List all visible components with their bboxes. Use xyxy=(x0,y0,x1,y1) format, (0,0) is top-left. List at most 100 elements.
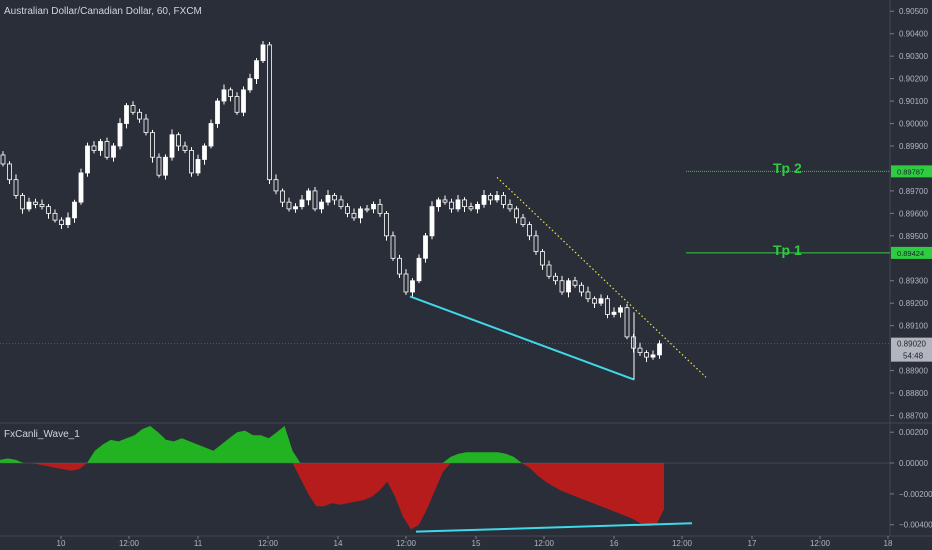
candle-body-down[interactable] xyxy=(332,195,337,201)
candle-body-up[interactable] xyxy=(371,203,376,210)
candle-body-down[interactable] xyxy=(189,150,194,174)
candle-body-up[interactable] xyxy=(293,206,298,210)
candle-body-up[interactable] xyxy=(247,78,253,91)
candle-body-down[interactable] xyxy=(403,273,409,293)
price-axis[interactable]: 0.90500 0.90400 0.90300 0.90200 0.90100 0.900… xyxy=(890,7,928,421)
candle-body-up[interactable] xyxy=(195,159,201,174)
candle-body-down[interactable] xyxy=(559,280,565,293)
candle-body-down[interactable] xyxy=(592,298,597,304)
candle-body-down[interactable] xyxy=(553,275,558,282)
candle-body-up[interactable] xyxy=(475,203,480,210)
candle-body-up[interactable] xyxy=(299,199,305,208)
candle-body-down[interactable] xyxy=(540,251,545,266)
candle-body-up[interactable] xyxy=(319,201,324,210)
candle-body-down[interactable] xyxy=(605,298,610,315)
wave-positive-area[interactable] xyxy=(0,426,664,464)
resistance-trendline[interactable] xyxy=(496,176,707,378)
candle-body-down[interactable] xyxy=(644,352,649,358)
candle-series[interactable] xyxy=(0,41,662,362)
candle-body-down[interactable] xyxy=(286,201,292,210)
candle-body-up[interactable] xyxy=(566,280,571,293)
candle-body-up[interactable] xyxy=(117,123,123,147)
candle-body-down[interactable] xyxy=(637,347,643,354)
candle-body-up[interactable] xyxy=(618,307,623,313)
candle-body-up[interactable] xyxy=(254,60,259,80)
candle-body-down[interactable] xyxy=(104,141,110,158)
candle-body-down[interactable] xyxy=(585,291,591,300)
candle-body-down[interactable] xyxy=(0,154,6,165)
candle-body-down[interactable] xyxy=(501,195,506,205)
candle-body-down[interactable] xyxy=(46,206,51,214)
candle-body-down[interactable] xyxy=(312,190,318,210)
tp1-label[interactable]: Tp 1 xyxy=(773,242,802,258)
candle-body-down[interactable] xyxy=(280,190,285,203)
candle-body-up[interactable] xyxy=(325,195,331,203)
candle-body-up[interactable] xyxy=(26,201,32,210)
candle-body-up[interactable] xyxy=(481,195,487,205)
candle-body-down[interactable] xyxy=(182,145,188,151)
candle-body-up[interactable] xyxy=(657,343,662,356)
candle-body-up[interactable] xyxy=(241,89,246,113)
candle-body-up[interactable] xyxy=(358,208,363,219)
candle-body-up[interactable] xyxy=(306,190,311,201)
wave-negative-area[interactable] xyxy=(0,463,664,530)
candle-body-up[interactable] xyxy=(65,217,71,225)
candle-body-down[interactable] xyxy=(624,307,630,338)
candle-body-down[interactable] xyxy=(345,206,350,214)
candle-body-down[interactable] xyxy=(462,199,467,208)
candle-body-up[interactable] xyxy=(436,199,441,208)
candle-body-down[interactable] xyxy=(468,206,474,210)
candle-body-down[interactable] xyxy=(338,199,344,208)
candle-body-down[interactable] xyxy=(267,44,272,181)
candle-body-down[interactable] xyxy=(13,179,19,196)
candle-body-down[interactable] xyxy=(20,195,25,210)
candle-body-down[interactable] xyxy=(507,203,513,210)
candle-body-down[interactable] xyxy=(156,156,162,176)
candle-body-up[interactable] xyxy=(455,199,461,210)
candle-body-down[interactable] xyxy=(351,212,357,219)
candle-body-down[interactable] xyxy=(533,235,539,252)
candle-body-down[interactable] xyxy=(377,203,383,214)
candle-body-down[interactable] xyxy=(390,235,396,259)
candle-body-down[interactable] xyxy=(442,199,448,203)
candle-body-down[interactable] xyxy=(579,284,584,293)
candle-body-up[interactable] xyxy=(494,195,500,201)
candle-body-down[interactable] xyxy=(449,201,454,210)
candle-body-down[interactable] xyxy=(91,145,97,151)
candle-body-down[interactable] xyxy=(59,219,64,225)
candle-body-up[interactable] xyxy=(111,145,116,158)
candle-body-down[interactable] xyxy=(234,96,240,113)
candle-body-down[interactable] xyxy=(572,280,578,286)
candle-body-up[interactable] xyxy=(221,89,227,102)
candle-body-down[interactable] xyxy=(176,134,181,147)
candle-body-down[interactable] xyxy=(150,132,155,158)
candle-body-up[interactable] xyxy=(124,105,129,124)
candle-body-up[interactable] xyxy=(98,141,103,151)
candle-body-up[interactable] xyxy=(260,44,266,62)
wave-histogram[interactable] xyxy=(0,426,890,530)
candle-body-down[interactable] xyxy=(52,212,58,221)
candle-body-down[interactable] xyxy=(488,195,493,201)
candle-body-down[interactable] xyxy=(364,208,370,211)
candle-body-up[interactable] xyxy=(208,123,214,147)
divergence-indicator-line[interactable] xyxy=(415,522,693,533)
candle-body-down[interactable] xyxy=(397,257,402,275)
candle-body-down[interactable] xyxy=(514,208,519,219)
main-pane[interactable] xyxy=(0,0,890,422)
candle-body-down[interactable] xyxy=(33,201,38,205)
candle-body-down[interactable] xyxy=(137,111,142,120)
candle-body-up[interactable] xyxy=(169,134,175,158)
candle-body-down[interactable] xyxy=(546,264,552,277)
candle-body-up[interactable] xyxy=(78,172,84,203)
candle-body-up[interactable] xyxy=(72,201,77,219)
candle-body-up[interactable] xyxy=(416,257,422,282)
candle-body-up[interactable] xyxy=(202,145,207,160)
candle-body-down[interactable] xyxy=(130,105,136,113)
candle-body-down[interactable] xyxy=(7,163,12,181)
candle-body-up[interactable] xyxy=(215,100,220,124)
candle-body-up[interactable] xyxy=(410,280,415,293)
candle-body-down[interactable] xyxy=(39,203,45,208)
candle-body-down[interactable] xyxy=(228,89,233,97)
